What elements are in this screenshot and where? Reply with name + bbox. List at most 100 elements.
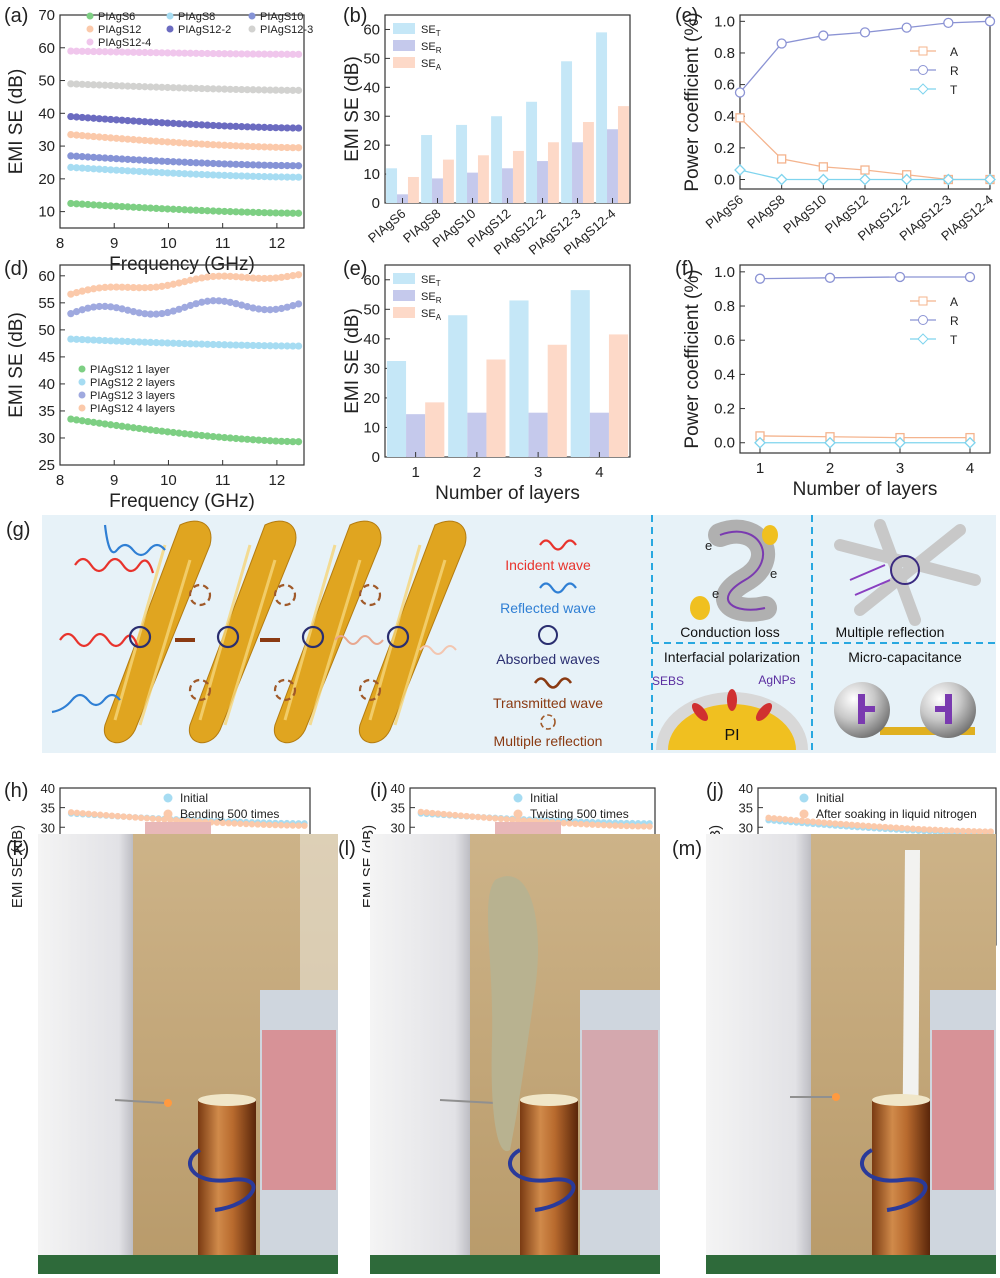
data-point [78,417,86,425]
data-point [926,826,933,833]
data-point [192,206,200,214]
data-point [186,84,195,92]
legend-subscript: T [436,29,441,38]
data-point [169,49,177,57]
data-point [186,139,195,148]
data-point [169,158,177,166]
data-point [238,341,246,349]
y-tick-label: 40 [363,79,380,96]
legend-label: SEA [421,58,442,72]
y-tick-label: 40 [38,105,55,122]
data-point [101,283,109,292]
data-point [215,122,223,130]
bar [502,168,513,203]
data-point [474,813,482,821]
data-point [95,201,103,209]
data-point [79,810,86,817]
data-point [107,421,115,429]
data-point [141,83,149,91]
x-tick-label: 3 [896,460,904,477]
legend-swatch [393,23,415,34]
bar [386,168,398,203]
data-point [107,115,115,124]
y-tick-label: 0.6 [714,332,735,349]
data-point [186,120,195,128]
data-point [294,209,303,217]
data-point [898,824,906,832]
y-tick-label: 40 [41,781,55,796]
data-point [289,86,297,94]
data-point [158,169,166,177]
data-point [509,816,516,823]
data-point [843,821,850,828]
data-point [215,207,223,215]
data-point [114,812,121,820]
data-point [646,823,653,830]
data-point [231,820,238,827]
data-point [67,80,75,88]
data-point [215,272,223,280]
bar [456,124,468,203]
data-point [959,827,967,835]
legend-label: SET [421,274,441,288]
photo-panel-l: (l) [338,834,660,1274]
data-point [824,272,836,283]
data-point [124,337,132,346]
data-point [84,153,92,161]
panel-label: (j) [706,780,724,802]
data-point [777,154,787,164]
data-point [984,173,996,186]
data-point [776,815,783,823]
legend-subscript: A [436,313,442,322]
data-point [118,337,126,345]
legend-label: A [950,295,958,309]
data-point [95,419,103,427]
data-point [266,50,274,58]
data-point [84,286,92,294]
data-point [192,120,200,129]
data-point [734,164,746,176]
bar [421,135,433,203]
data-point [818,30,829,41]
data-point [266,143,274,151]
data-point [277,342,286,350]
y-tick-label: 0.0 [714,172,735,189]
data-point [820,819,828,826]
legend-marker [78,378,86,386]
data-point [172,817,180,824]
y-axis-label: EMI SE (dB) [342,56,363,162]
data-point [78,335,86,344]
y-axis-label: EMI SE (dB) [6,69,27,175]
data-point [226,298,234,306]
data-point [107,337,115,345]
data-point [158,339,166,347]
data-point [226,208,234,216]
data-point [78,287,86,295]
data-point [78,113,86,122]
data-point [84,80,92,89]
series-piags6 [67,199,303,217]
data-point [876,823,883,830]
data-point [181,170,189,178]
data-point [112,116,120,124]
data-point [137,814,145,822]
data-point [826,819,833,827]
data-point [920,826,928,833]
data-point [260,821,267,828]
data-point [243,435,251,443]
bar [448,315,468,457]
data-point [67,809,75,816]
data-point [266,173,274,181]
data-point [101,48,109,56]
data-point [146,283,155,292]
data-point [67,199,75,208]
data-point [90,47,98,56]
data-point [283,50,291,58]
data-point [255,172,263,181]
data-point [272,50,280,58]
bar [528,412,548,457]
data-point [175,139,183,147]
series-piags12 [67,131,303,152]
data-point [198,121,206,129]
